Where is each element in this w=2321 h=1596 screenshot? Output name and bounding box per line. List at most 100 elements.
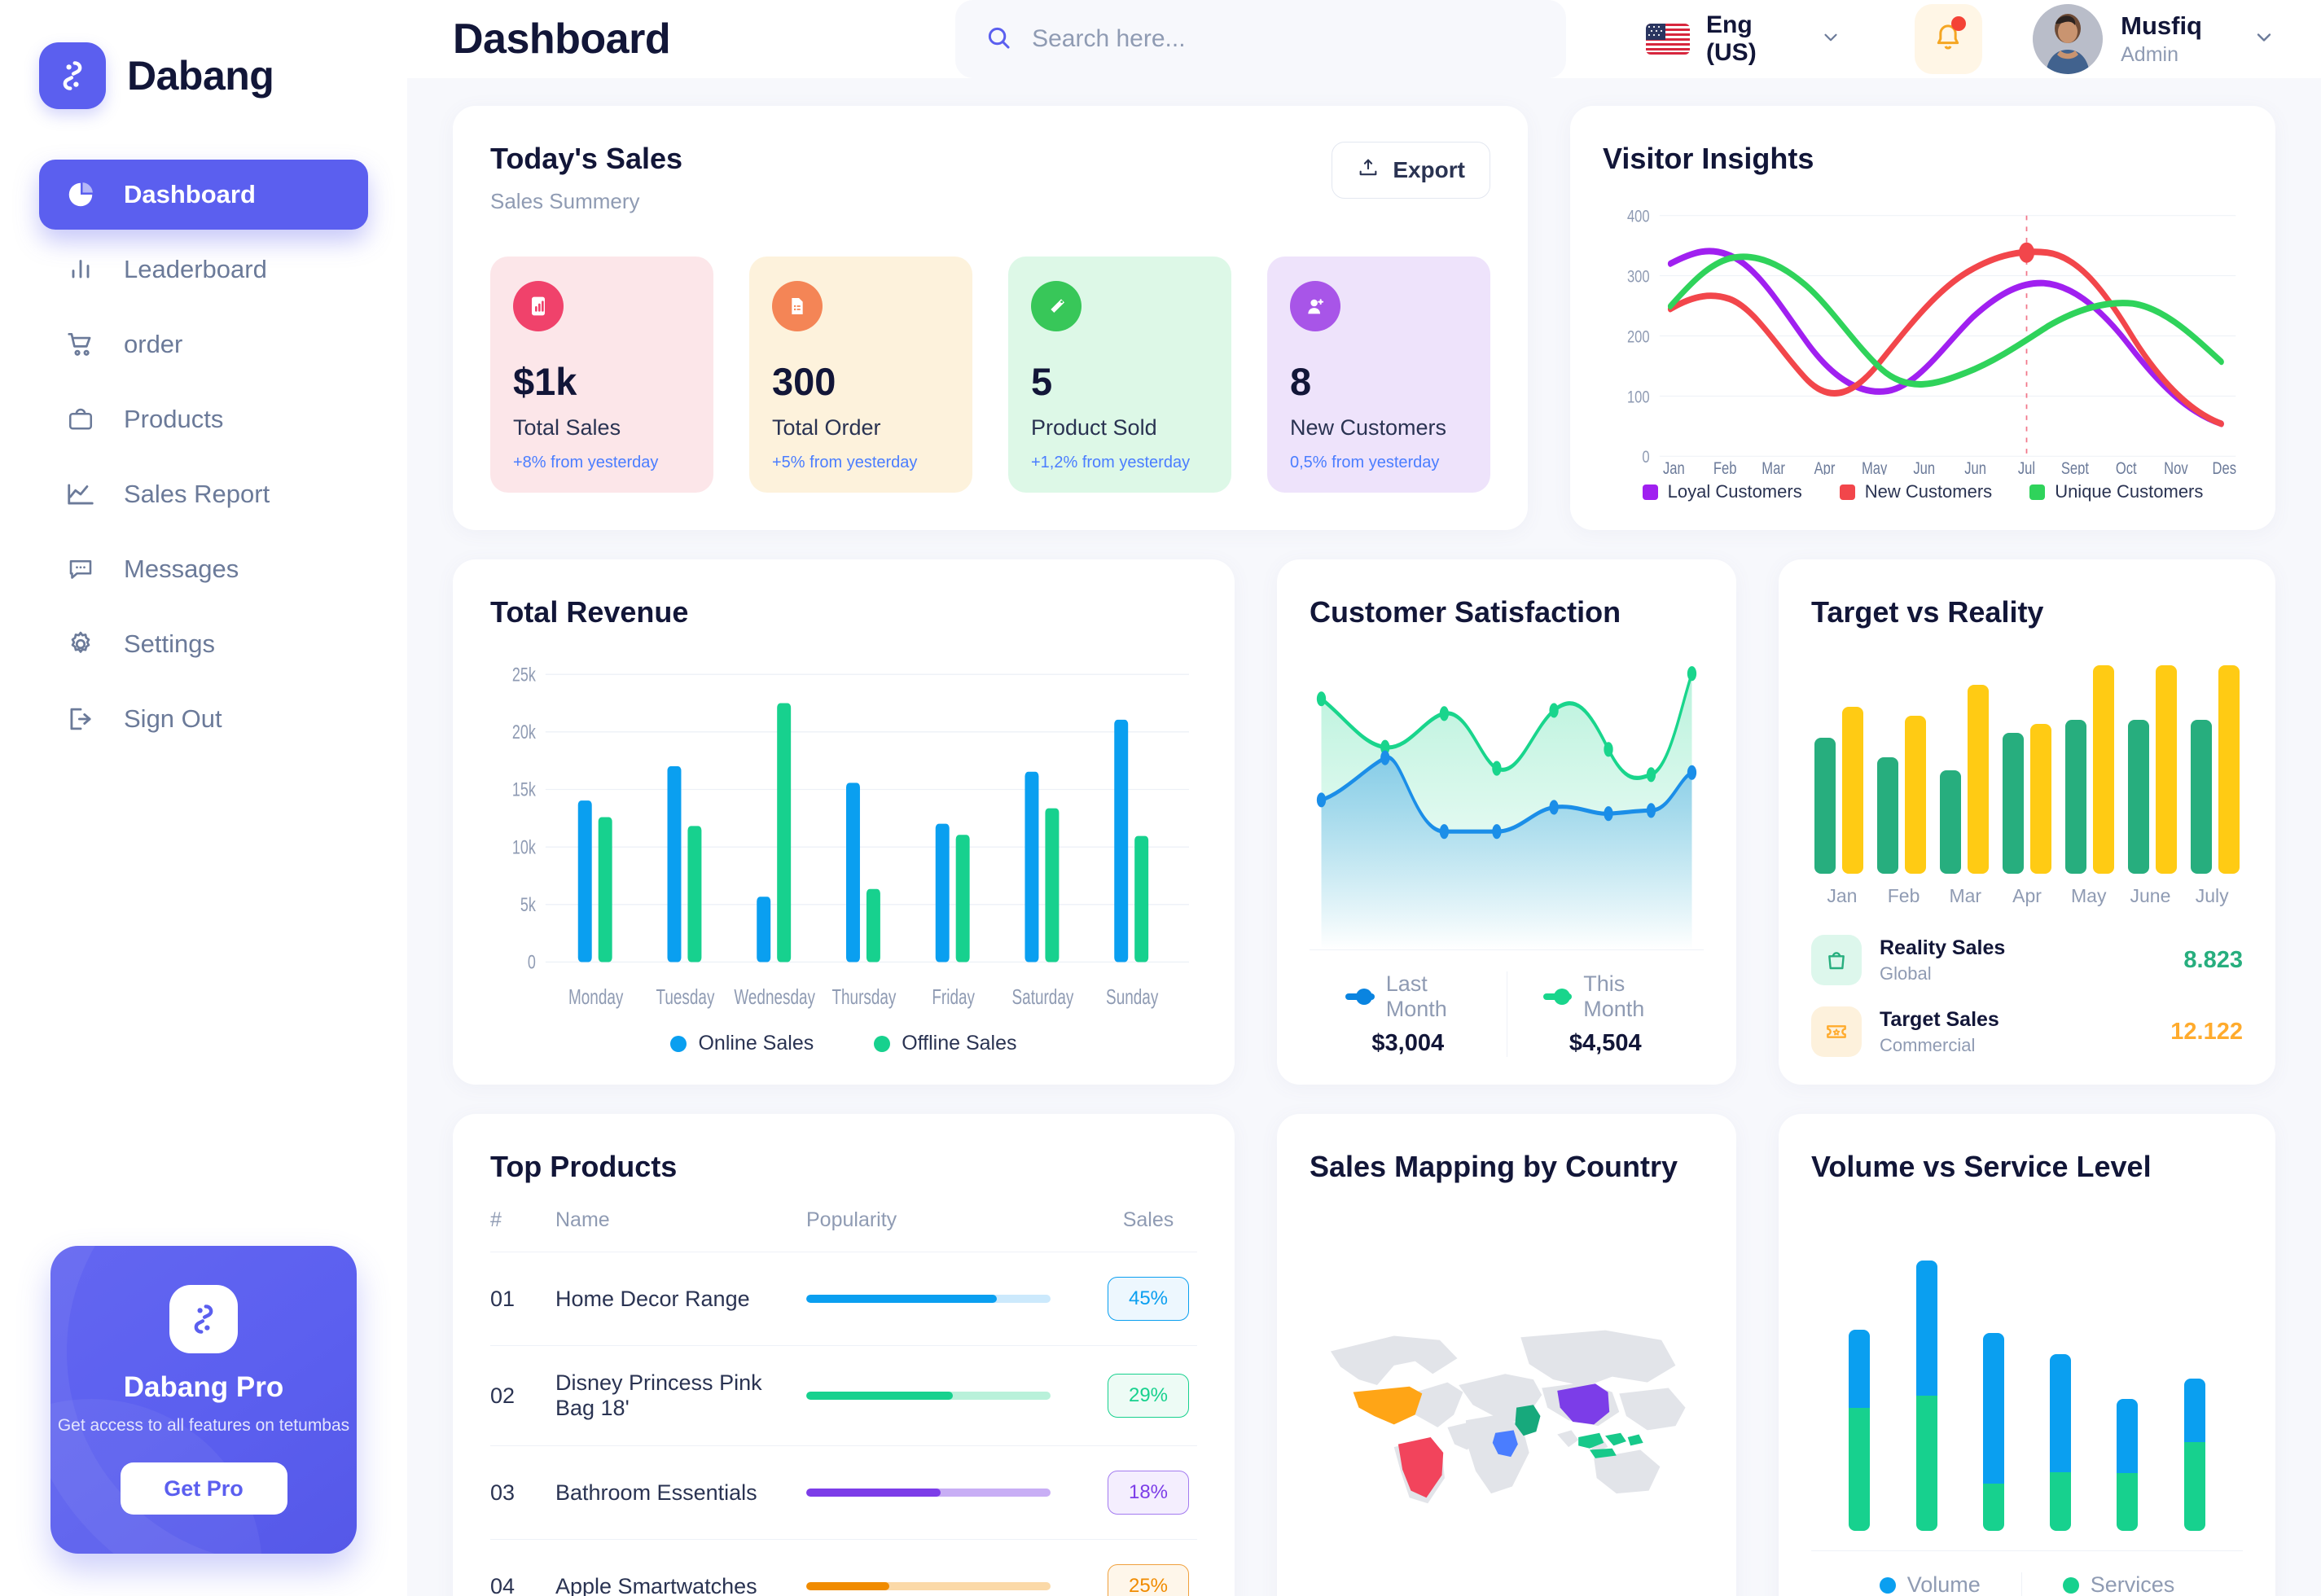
customer-satisfaction-card: Customer Satisfaction [1277, 559, 1736, 1085]
legend-item: Offline Sales [874, 1032, 1017, 1055]
popularity-fill [806, 1392, 953, 1400]
search-bar[interactable] [955, 0, 1567, 78]
sidebar-item-label: Products [124, 405, 224, 433]
stat-tile-total-order[interactable]: 300 Total Order +5% from yesterday [749, 256, 972, 493]
logout-icon [64, 702, 98, 736]
notifications-button[interactable] [1914, 4, 1983, 74]
services-segment [1982, 1483, 2004, 1531]
sidebar-item-sign-out[interactable]: Sign Out [39, 684, 368, 754]
stat-value: 300 [772, 360, 836, 403]
sidebar-item-label: order [124, 330, 183, 358]
user-name: Musfiq [2121, 11, 2202, 40]
card-title: Target vs Reality [1811, 595, 2044, 629]
stat-tile-product-sold[interactable]: 5 Product Sold +1,2% from yesterday [1008, 256, 1231, 493]
svg-text:Jan: Jan [1663, 459, 1685, 475]
legend-item: Online Sales [670, 1032, 814, 1055]
target-bar [1905, 715, 1927, 874]
row-index: 04 [490, 1573, 516, 1596]
bar-group [2124, 654, 2180, 874]
axis-label: Jan [1827, 885, 1858, 906]
target-bar [2030, 724, 2051, 874]
sidebar-item-leaderboard[interactable]: Leaderboard [39, 235, 368, 305]
sidebar-item-dashboard[interactable]: Dashboard [39, 160, 368, 230]
sidebar-item-label: Sign Out [124, 704, 222, 733]
stacked-bar [2050, 1353, 2072, 1531]
legend-label: Services [2090, 1572, 2175, 1596]
svg-text:Apr: Apr [1814, 459, 1836, 475]
sidebar-item-messages[interactable]: Messages [39, 534, 368, 604]
pie-chart-icon [64, 178, 98, 212]
bar-chart-icon [64, 252, 98, 287]
user-profile[interactable]: Musfiq Admin [2033, 4, 2275, 74]
table-row[interactable]: 01 Home Decor Range 45% [490, 1252, 1197, 1346]
svg-text:15k: 15k [512, 778, 536, 800]
us-flag-icon [1646, 24, 1691, 55]
legend-label: Online Sales [698, 1032, 814, 1054]
order-doc-icon [772, 281, 823, 331]
region-dr-congo [1492, 1429, 1518, 1457]
svg-text:400: 400 [1627, 208, 1650, 227]
svg-text:0: 0 [1642, 448, 1649, 467]
stat-value: 5 [1031, 360, 1053, 403]
legend-label: This Month [1583, 971, 1645, 1021]
volume-segment [1849, 1329, 1871, 1409]
get-pro-button[interactable]: Get Pro [120, 1462, 287, 1515]
export-icon [1357, 156, 1380, 185]
sidebar-item-order[interactable]: order [39, 309, 368, 379]
svg-text:10k: 10k [512, 836, 536, 858]
language-selector[interactable]: Eng (US) [1646, 11, 1841, 67]
search-input[interactable] [1032, 25, 1538, 53]
legend-dot [670, 1035, 687, 1052]
chat-bubble-icon [64, 552, 98, 586]
sidebar-item-settings[interactable]: Settings [39, 609, 368, 679]
svg-text:Saturday: Saturday [1012, 985, 1074, 1008]
ticket-star-icon [1811, 1006, 1862, 1057]
legend-title: Target Sales [1880, 1007, 1999, 1031]
svg-text:Nov: Nov [2164, 459, 2188, 475]
legend-label: New Customers [1864, 481, 1993, 502]
briefcase-icon [64, 402, 98, 436]
stat-tile-total-sales[interactable]: $1k Total Sales +8% from yesterday [490, 256, 713, 493]
sidebar-item-sales-report[interactable]: Sales Report [39, 459, 368, 529]
popularity-bar [806, 1392, 1051, 1400]
svg-text:100: 100 [1627, 388, 1650, 407]
pro-promo-card: Dabang Pro Get access to all features on… [50, 1246, 357, 1554]
reality-bar [2127, 720, 2149, 874]
region-saudi-arabia [1515, 1404, 1541, 1436]
product-name: Disney Princess Pink Bag 18' [555, 1370, 762, 1420]
export-label: Export [1393, 157, 1465, 182]
legend-title: Reality Sales [1880, 936, 2006, 959]
legend-value: 12.122 [2170, 1018, 2243, 1045]
legend-item: Loyal Customers [1642, 481, 1802, 502]
svg-text:Wednesday: Wednesday [734, 985, 815, 1008]
table-row[interactable]: 04 Apple Smartwatches 25% [490, 1540, 1197, 1596]
region-indonesia [1578, 1432, 1643, 1458]
volume-service-card: Volume vs Service Level Volu [1779, 1114, 2275, 1596]
table-row[interactable]: 03 Bathroom Essentials 18% [490, 1446, 1197, 1540]
product-name: Apple Smartwatches [555, 1573, 757, 1596]
stat-label: Total Sales [513, 415, 621, 440]
stat-label: Total Order [772, 415, 881, 440]
svg-text:Jul: Jul [2018, 459, 2035, 475]
axis-label: Feb [1887, 885, 1920, 906]
sidebar-item-label: Messages [124, 555, 239, 583]
target-vs-reality-axis: Jan Feb Mar Apr May June July [1811, 885, 2243, 907]
sidebar-item-products[interactable]: Products [39, 384, 368, 454]
axis-label: Apr [2012, 885, 2042, 906]
legend-swatch [1642, 484, 1658, 500]
volume-segment [2117, 1399, 2139, 1473]
customer-satisfaction-legend: Last Month $3,004 This Month $4,504 [1310, 949, 1704, 1057]
svg-text:Friday: Friday [932, 985, 975, 1008]
stat-tile-new-customers[interactable]: 8 New Customers 0,5% from yesterday [1267, 256, 1490, 493]
svg-text:5k: 5k [520, 893, 536, 915]
export-button[interactable]: Export [1332, 142, 1490, 199]
legend-item: New Customers [1839, 481, 1993, 502]
volume-segment [1915, 1260, 1937, 1396]
legend-item: Unique Customers [2029, 481, 2203, 502]
target-vs-reality-chart [1811, 654, 2243, 874]
card-title: Total Revenue [490, 595, 689, 629]
bar-group [2187, 654, 2243, 874]
chevron-down-icon[interactable] [2253, 26, 2275, 53]
table-row[interactable]: 02 Disney Princess Pink Bag 18' 29% [490, 1346, 1197, 1446]
